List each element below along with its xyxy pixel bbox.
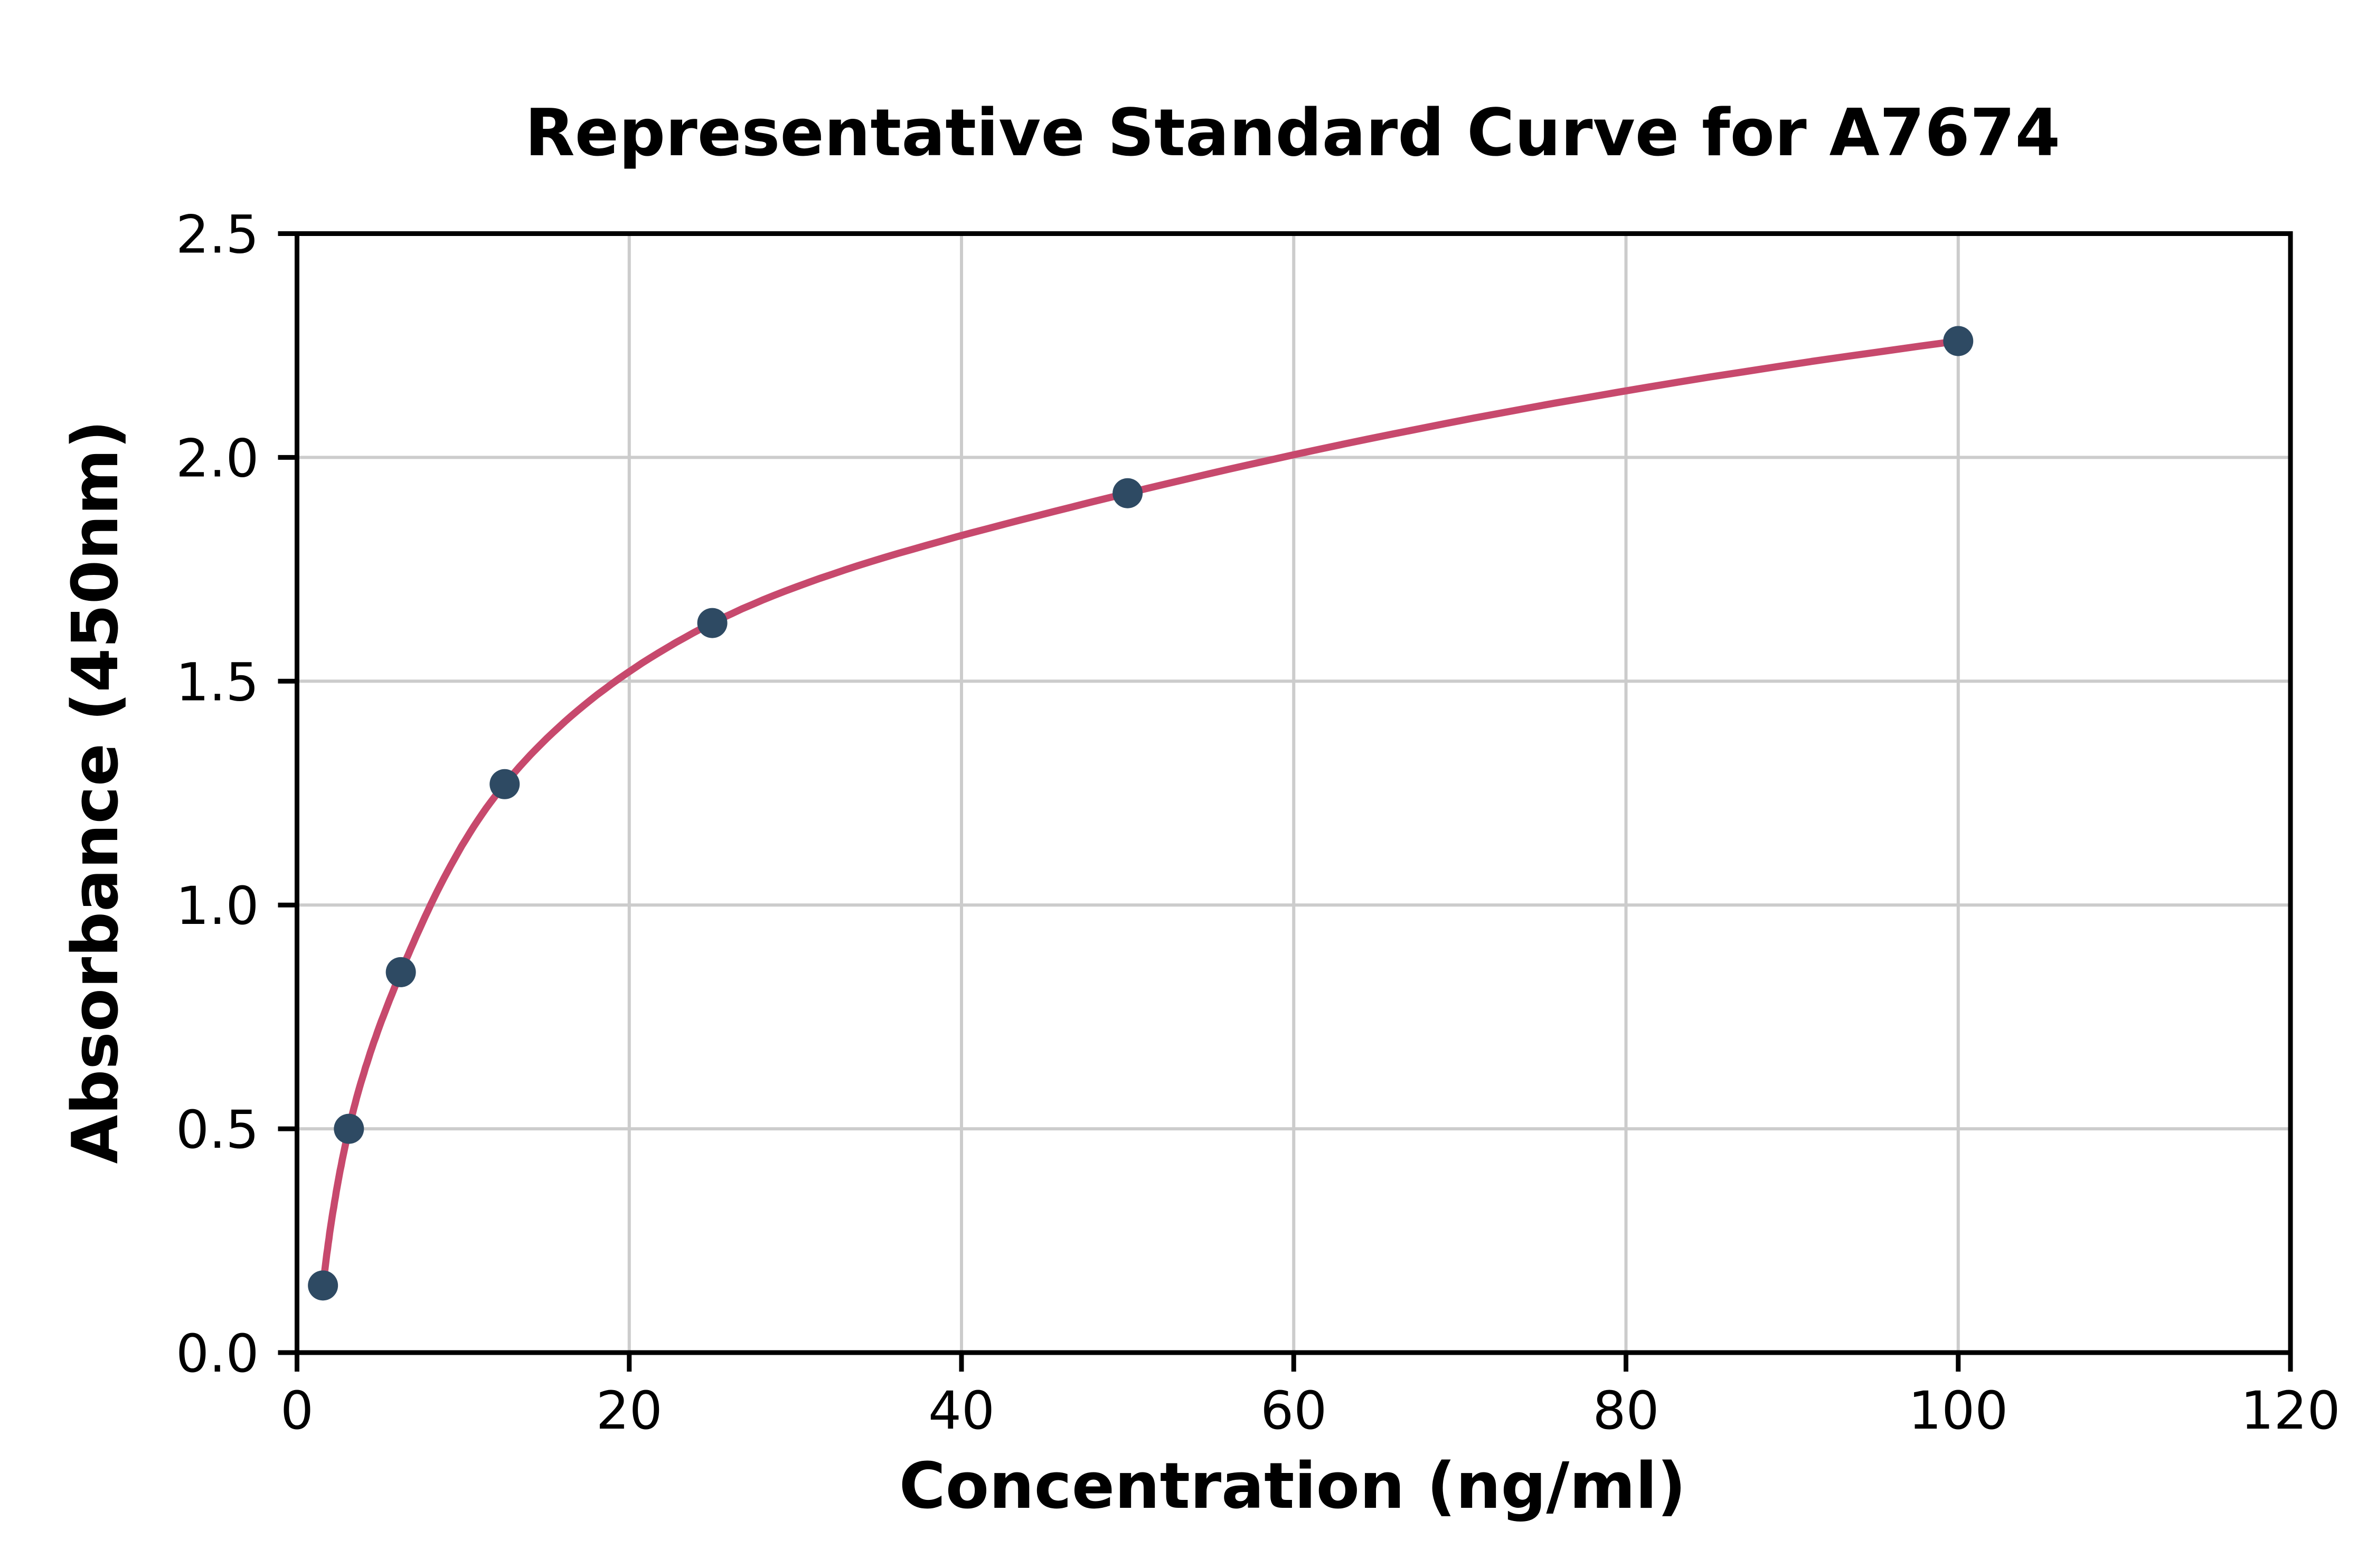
- axis-tick-labels: 0 20 40 60 80 100 120 0.0 0.5 1.0 1.5 2.0 2.5: [176, 205, 2340, 1442]
- axis-ticks: [278, 231, 2293, 1372]
- y-tick-label: 1.0: [176, 876, 259, 937]
- x-tick-label: 80: [1593, 1381, 1660, 1441]
- data-point: [308, 1270, 338, 1301]
- data-point: [697, 608, 728, 638]
- data-points: [308, 326, 1974, 1301]
- x-axis-label: Concentration (ng/ml): [899, 1450, 1686, 1523]
- y-axis-label: Absorbance (450nm): [59, 420, 133, 1164]
- x-tick-label: 100: [1908, 1381, 2008, 1441]
- y-tick-label: 0.5: [176, 1100, 259, 1160]
- x-tick-label: 120: [2241, 1381, 2341, 1441]
- gridlines: [297, 232, 2292, 1353]
- y-tick-label: 2.5: [176, 205, 259, 266]
- data-point: [1112, 478, 1143, 508]
- y-tick-label: 1.5: [176, 652, 259, 713]
- data-point: [1943, 326, 1974, 356]
- data-point: [334, 1113, 364, 1144]
- fitted-curve: [319, 337, 1962, 1289]
- data-point: [489, 769, 520, 799]
- data-point: [385, 957, 416, 987]
- y-tick-label: 2.0: [176, 428, 259, 489]
- x-tick-label: 40: [928, 1381, 995, 1441]
- y-tick-label: 0.0: [176, 1324, 259, 1384]
- x-tick-label: 0: [280, 1381, 314, 1441]
- chart-title: Representative Standard Curve for A7674: [525, 96, 2060, 171]
- x-tick-label: 60: [1260, 1381, 1327, 1441]
- x-tick-label: 20: [596, 1381, 663, 1441]
